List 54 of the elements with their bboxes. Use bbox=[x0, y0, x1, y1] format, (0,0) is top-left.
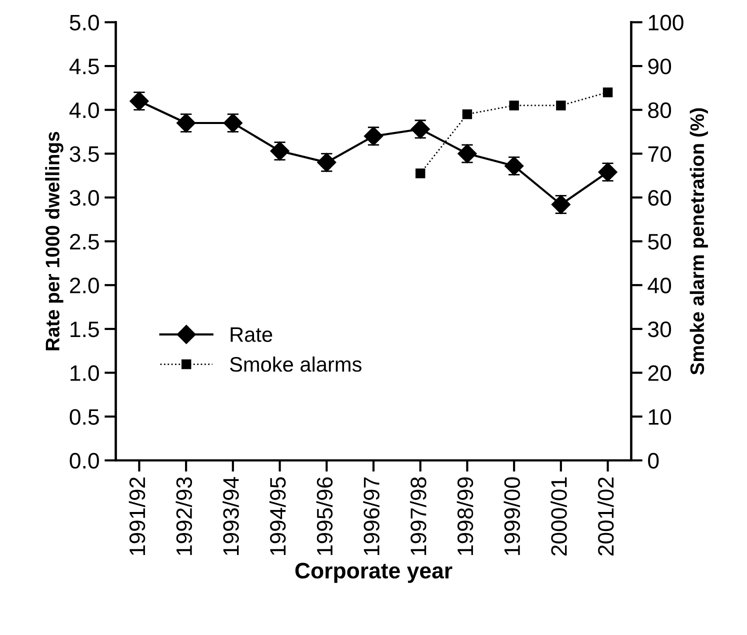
y2-tick-label: 90 bbox=[648, 58, 672, 74]
x-tick-label: 1993/94 bbox=[222, 476, 239, 555]
point bbox=[176, 113, 196, 133]
point bbox=[364, 126, 384, 146]
y2-tick-label: 50 bbox=[648, 234, 672, 250]
point bbox=[415, 168, 426, 178]
y-axis-title: Rate per 1000 dwellings bbox=[45, 132, 64, 350]
y-tick-label: 0.0 bbox=[70, 452, 99, 469]
x-tick-label: 1991/92 bbox=[128, 477, 146, 555]
y2-tick-label: 0 bbox=[648, 452, 659, 469]
y2-tick-label: 80 bbox=[648, 102, 672, 118]
y2-tick-label: 40 bbox=[648, 278, 672, 294]
point bbox=[130, 92, 149, 111]
x-tick-label: 1995/96 bbox=[316, 477, 333, 555]
y2-tick-label: 10 bbox=[648, 409, 672, 425]
legend-label: Rate bbox=[230, 327, 272, 342]
x-tick-label: 1999/00 bbox=[504, 477, 520, 555]
y-tick-label: 1.0 bbox=[70, 365, 99, 382]
y-tick-label: 3.0 bbox=[70, 190, 99, 206]
x-tick-label: 2000/01 bbox=[550, 477, 567, 556]
legend-label: Smoke alarms bbox=[230, 356, 362, 372]
y-tick-label: 3.5 bbox=[70, 146, 99, 162]
x-tick-label: 1994/95 bbox=[269, 477, 286, 555]
point bbox=[462, 109, 472, 120]
y-tick-label: 5.0 bbox=[70, 14, 99, 30]
y2-axis-title: Smoke alarm penetration (%) bbox=[690, 108, 708, 375]
y2-tick-label: 60 bbox=[648, 190, 672, 206]
y2-tick-label: 30 bbox=[648, 321, 672, 338]
point bbox=[551, 194, 570, 214]
point bbox=[223, 113, 242, 133]
y-tick-label: 2.5 bbox=[70, 234, 99, 250]
y2-tick-label: 100 bbox=[648, 14, 684, 30]
x-tick-label: 1997/98 bbox=[410, 477, 426, 555]
point bbox=[556, 100, 566, 110]
y-tick-label: 4.0 bbox=[69, 102, 99, 118]
y-tick-label: 0.5 bbox=[70, 409, 99, 425]
point bbox=[270, 142, 290, 161]
y-tick-label: 1.5 bbox=[70, 322, 99, 338]
point bbox=[602, 87, 613, 98]
x-tick-label: 1998/99 bbox=[456, 477, 474, 555]
y-tick-label: 4.5 bbox=[69, 58, 99, 74]
point bbox=[317, 152, 336, 172]
x-tick-label: 1996/97 bbox=[363, 477, 380, 555]
point bbox=[504, 156, 524, 176]
point bbox=[458, 144, 477, 164]
point bbox=[509, 100, 519, 110]
y-tick-label: 2.0 bbox=[70, 278, 99, 294]
y2-tick-label: 20 bbox=[648, 365, 672, 382]
point bbox=[598, 162, 618, 182]
y2-tick-label: 70 bbox=[648, 146, 672, 162]
x-tick-label: 1992/93 bbox=[176, 477, 192, 555]
x-tick-label: 2001/02 bbox=[597, 477, 614, 556]
x-axis-title: Corporate year bbox=[295, 562, 452, 583]
point bbox=[410, 120, 430, 139]
